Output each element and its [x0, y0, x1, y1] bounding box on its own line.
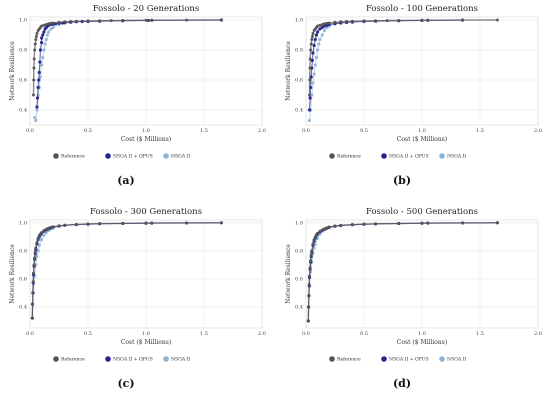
chart-title: Fossolo - 20 Generations: [93, 4, 200, 14]
legend-label: Reference: [337, 154, 361, 160]
y-tick-label: 0.6: [19, 277, 27, 283]
series-trace: [34, 20, 77, 122]
legend-label: NSGA II + OPUS: [389, 357, 429, 363]
y-axis-label: Network Resilience: [9, 244, 16, 304]
series-trace: [32, 225, 60, 293]
legend-marker: [163, 153, 169, 159]
series-trace: [308, 21, 341, 121]
x-tick-label: 1.5: [200, 128, 208, 134]
data-point: [307, 118, 312, 123]
y-tick-label: 1.0: [295, 221, 303, 227]
legend-label: Reference: [337, 357, 361, 363]
legend-label: Reference: [61, 154, 85, 160]
x-tick-label: 2.0: [258, 331, 266, 337]
y-tick-label: 0.8: [295, 48, 303, 54]
series-trace: [308, 19, 463, 111]
series-trace: [31, 222, 222, 319]
data-point: [307, 108, 312, 112]
legend-marker: [381, 153, 387, 159]
legend-marker: [53, 356, 59, 362]
chart-title: Fossolo - 100 Generations: [366, 4, 478, 14]
legend-label: NSGA II + OPUS: [389, 154, 429, 160]
chart-panel: 0.4 0.6 0.8 1.0 0.0 0.5 1.0 1.5 2.0 Fossolo - 300…: [9, 207, 266, 390]
y-tick-label: 0.8: [19, 249, 27, 255]
series-trace: [308, 225, 336, 286]
x-tick-label: 2.0: [534, 331, 542, 337]
panel-caption: (b): [393, 174, 411, 187]
y-tick-label: 0.4: [295, 305, 303, 311]
series-trace: [31, 222, 222, 319]
panel-caption: (a): [117, 174, 135, 187]
legend-label: NSGA II + OPUS: [113, 357, 153, 363]
x-tick-label: 1.5: [476, 331, 484, 337]
y-tick-label: 0.4: [19, 305, 27, 311]
chart-title: Fossolo - 300 Generations: [90, 207, 202, 217]
legend-label: NSGA II: [171, 154, 190, 160]
x-tick-label: 0.5: [84, 128, 92, 134]
x-axis-label: Cost ($ Millions): [121, 339, 171, 346]
x-tick-label: 0.5: [360, 331, 368, 337]
x-tick-label: 1.0: [418, 128, 426, 134]
x-tick-label: 0.0: [26, 331, 34, 337]
legend-label: NSGA II + OPUS: [113, 154, 153, 160]
series-trace: [307, 222, 498, 322]
panel-caption: (d): [393, 377, 411, 390]
y-axis-label: Network Resilience: [285, 244, 292, 304]
legend-label: NSGA II: [171, 357, 190, 363]
y-tick-label: 1.0: [19, 221, 27, 227]
x-tick-label: 1.5: [476, 128, 484, 134]
y-tick-label: 0.4: [295, 108, 303, 114]
x-tick-label: 0.5: [84, 331, 92, 337]
y-tick-label: 1.0: [295, 18, 303, 24]
series-trace: [36, 19, 222, 108]
y-tick-label: 1.0: [19, 18, 27, 24]
legend-marker: [329, 356, 335, 362]
legend-label: NSGA II: [447, 154, 466, 160]
legend-marker: [53, 153, 59, 159]
y-tick-label: 0.8: [295, 249, 303, 255]
legend-label: NSGA II: [447, 357, 466, 363]
series-trace: [307, 222, 498, 322]
x-tick-label: 0.0: [302, 331, 310, 337]
legend-marker: [439, 356, 445, 362]
x-tick-label: 0.0: [26, 128, 34, 134]
data-point: [35, 105, 39, 109]
chart-panel: 0.4 0.6 0.8 1.0 0.0 0.5 1.0 1.5 2.0 Fossolo - 500…: [285, 207, 542, 390]
x-tick-label: 2.0: [534, 128, 542, 134]
legend-marker: [163, 356, 169, 362]
x-axis-label: Cost ($ Millions): [397, 136, 447, 143]
y-tick-label: 0.6: [295, 277, 303, 283]
series-trace: [308, 19, 498, 96]
y-tick-label: 0.4: [19, 108, 27, 114]
panel-caption: (c): [117, 377, 134, 390]
series-trace: [32, 19, 222, 96]
x-tick-label: 2.0: [258, 128, 266, 134]
y-tick-label: 0.6: [19, 78, 27, 84]
legend-marker: [381, 356, 387, 362]
x-axis-label: Cost ($ Millions): [397, 339, 447, 346]
x-tick-label: 0.0: [302, 128, 310, 134]
legend-marker: [105, 356, 111, 362]
x-tick-label: 1.0: [142, 331, 150, 337]
legend-label: Reference: [61, 357, 85, 363]
y-tick-label: 0.6: [295, 78, 303, 84]
legend-marker: [105, 153, 111, 159]
x-tick-label: 0.5: [360, 128, 368, 134]
x-tick-label: 1.0: [418, 331, 426, 337]
x-axis-label: Cost ($ Millions): [121, 136, 171, 143]
chart-panel: 0.4 0.6 0.8 1.0 0.0 0.5 1.0 1.5 2.0 Fossolo - 100…: [285, 4, 542, 187]
data-point: [31, 93, 35, 97]
y-axis-label: Network Resilience: [285, 41, 292, 101]
chart-title: Fossolo - 500 Generations: [366, 207, 478, 217]
y-axis-label: Network Resilience: [9, 41, 16, 101]
legend-marker: [439, 153, 445, 159]
legend-marker: [329, 153, 335, 159]
chart-panel: 0.4 0.6 0.8 1.0 0.0 0.5 1.0 1.5 2.0 Fossolo - 20 …: [9, 4, 266, 187]
x-tick-label: 1.0: [142, 128, 150, 134]
x-tick-label: 1.5: [200, 331, 208, 337]
data-point: [307, 93, 311, 97]
y-tick-label: 0.8: [19, 48, 27, 54]
